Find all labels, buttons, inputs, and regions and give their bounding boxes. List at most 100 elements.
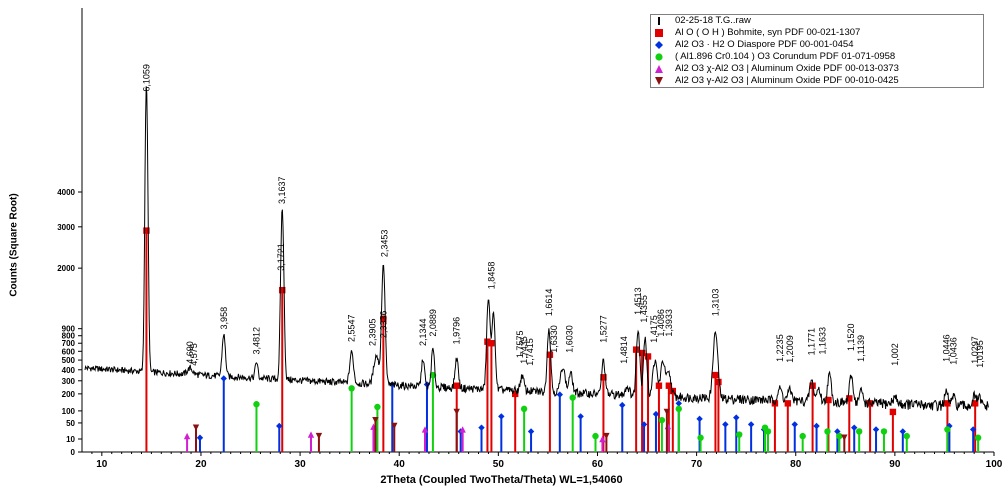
stick-marker [459, 426, 466, 433]
stick-marker [577, 413, 584, 420]
legend-item: Al2 O3 · H2 O Diaspore PDF 00-001-0454 [651, 39, 983, 51]
peak-label: 1,1771 [807, 328, 817, 356]
stick-marker [391, 422, 398, 430]
stick-marker [512, 390, 519, 398]
y-tick-label: 500 [62, 356, 76, 365]
stick-marker [652, 410, 660, 418]
stick-marker [841, 434, 848, 441]
stick-marker [276, 422, 283, 430]
stick-marker [520, 405, 528, 413]
peak-label: 1,9796 [452, 317, 462, 345]
peak-label: 1,7415 [525, 338, 535, 366]
peak-label: 2,3336 [378, 311, 388, 339]
stick-marker [733, 414, 740, 421]
legend-label: Al2 O3 · H2 O Diaspore PDF 00-001-0454 [675, 39, 854, 50]
reference-sticks [143, 227, 982, 452]
y-tick-label: 900 [62, 325, 76, 334]
stick-marker [675, 405, 682, 413]
peak-label: 1,5277 [598, 315, 608, 343]
legend-triangle-down-icon [655, 77, 663, 85]
stick-marker [380, 315, 387, 322]
peak-label: 2,1344 [418, 318, 428, 346]
peak-label: 1,4175 [649, 315, 659, 343]
y-axis-title-text: Counts (Square Root) [8, 193, 20, 297]
legend-item: ( Al1.896 Cr0.104 ) O3 Corundum PDF 01-0… [651, 51, 983, 63]
x-tick-label: 60 [592, 459, 604, 470]
peak-label: 1,4513 [633, 287, 643, 315]
peak-label: 1,0436 [948, 337, 958, 365]
peak-label: 1,6330 [549, 325, 559, 353]
y-tick-label: 800 [62, 332, 76, 341]
stick-marker [143, 227, 150, 234]
measured-pattern-line [84, 86, 989, 412]
y-tick-label: 10 [66, 435, 75, 444]
stick-marker [421, 426, 429, 433]
peak-label: 2,3905 [367, 318, 377, 346]
legend-label: Al O ( O H ) Bohmite, syn PDF 00-021-130… [675, 27, 861, 38]
legend-triangle-up-icon [655, 65, 663, 73]
y-tick-label: 2000 [57, 264, 75, 273]
y-tick-label: 700 [62, 339, 76, 348]
legend-label: ( Al1.896 Cr0.104 ) O3 Corundum PDF 01-0… [675, 51, 896, 62]
legend-square-icon [655, 29, 663, 37]
stick-marker [600, 374, 607, 381]
stick-marker [665, 382, 673, 389]
x-tick-label: 80 [790, 459, 802, 470]
stick-marker [889, 408, 897, 416]
legend-label: Al2 O3 χ-Al2 O3 | Aluminum Oxide PDF 00-… [675, 63, 899, 74]
stick-marker [658, 416, 666, 424]
stick-marker [348, 385, 355, 392]
stick-marker [872, 426, 880, 433]
stick-marker [478, 424, 485, 431]
y-tick-label: 200 [62, 390, 76, 399]
peak-label: 1,1139 [856, 335, 866, 362]
stick-marker [527, 428, 535, 435]
legend-item: Al O ( O H ) Bohmite, syn PDF 00-021-130… [651, 27, 983, 39]
legend-label: Al2 O3 γ-Al2 O3 | Aluminum Oxide PDF 00-… [675, 75, 899, 86]
stick-marker [722, 421, 729, 428]
stick-marker [372, 416, 379, 424]
peak-label: 2,5547 [347, 314, 357, 342]
peak-label: 6,1059 [141, 64, 151, 92]
legend-bar-icon [658, 17, 660, 25]
stick-marker [655, 382, 663, 389]
stick-marker [592, 432, 599, 440]
peak-label: 1,4355 [639, 295, 649, 323]
stick-marker [851, 424, 858, 431]
stick-marker [824, 428, 831, 435]
stick-marker [946, 422, 953, 430]
stick-marker [498, 413, 505, 420]
stick-marker [599, 435, 606, 443]
x-tick-label: 40 [394, 459, 406, 470]
stick-marker [813, 422, 820, 430]
peak-label: 2,3453 [379, 230, 389, 258]
peak-label: 1,8458 [486, 262, 496, 290]
stick-marker [846, 395, 853, 402]
stick-marker [899, 428, 906, 435]
stick-marker [556, 391, 564, 398]
stick-marker [747, 421, 755, 428]
y-tick-label: 4000 [57, 188, 75, 197]
stick-marker [374, 403, 381, 411]
stick-marker [971, 400, 979, 407]
peak-label: 1,0195 [975, 340, 985, 368]
stick-marker [484, 338, 491, 345]
stick-marker [663, 408, 671, 416]
stick-marker [696, 415, 703, 423]
peak-label: 3,1721 [276, 243, 286, 271]
stick-marker [453, 382, 460, 389]
peak-label: 1,4814 [619, 336, 629, 364]
x-axis-title: 2Theta (Coupled TwoTheta/Theta) WL=1,540… [380, 474, 623, 486]
stick-marker [791, 421, 798, 428]
peak-label: 1,3933 [664, 309, 674, 337]
stick-marker [825, 396, 832, 404]
stick-marker [969, 426, 977, 433]
legend-diamond-icon [655, 41, 663, 49]
stick-marker [603, 432, 610, 440]
legend-item: Al2 O3 χ-Al2 O3 | Aluminum Oxide PDF 00-… [651, 63, 983, 75]
x-tick-label: 30 [295, 459, 307, 470]
stick-marker [183, 432, 191, 440]
stick-marker [220, 375, 227, 382]
stick-marker [279, 286, 286, 294]
